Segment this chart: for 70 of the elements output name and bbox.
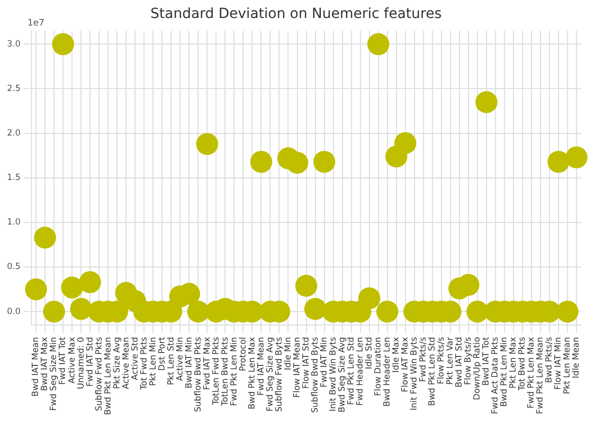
x-tick-label: Fwd Pkts/s xyxy=(418,336,429,382)
x-tick-label: Pkt Len Std xyxy=(166,336,176,386)
x-tick-label: Protocol xyxy=(238,336,248,372)
y-tick-label: 0.5 xyxy=(6,262,21,272)
x-tick-label: Bwd IAT Tot xyxy=(482,336,492,386)
x-tick-label: Fwd IAT Tot xyxy=(58,336,68,385)
x-tick-label: Flow Byts/s xyxy=(464,336,474,386)
x-tick-label: Bwd IAT Mean xyxy=(31,336,42,397)
x-tick-label: Pkt Len Min xyxy=(148,336,158,386)
x-tick-label: Idle Max xyxy=(392,336,402,373)
x-tick-label: Fwd Act Data Pkts xyxy=(490,336,501,414)
x-tick-label: Idle Min xyxy=(283,336,294,370)
x-tick-label: Active Std xyxy=(130,336,140,380)
x-tick-label: Subflow Bwd Pkts xyxy=(193,336,204,412)
x-tick-label: Pkt Size Avg xyxy=(112,336,122,389)
x-tick-label: Fwd IAT Max xyxy=(202,336,212,390)
x-tick-label: Fwd IAT Mean xyxy=(256,336,266,396)
x-tick-label: Flow IAT Mean xyxy=(292,336,302,398)
x-tick-label: Active Max xyxy=(67,336,78,384)
x-tick-label: TotLen Fwd Pkts xyxy=(211,336,222,406)
chart-title: Standard Deviation on Nuemeric features xyxy=(150,6,442,22)
x-tick-label: Idle Mean xyxy=(572,336,582,378)
x-tick-label: Pkt Len Var xyxy=(446,336,456,385)
x-tick-label: Subflow Fwd Pkts xyxy=(94,336,104,412)
y-tick-label: 3.0 xyxy=(6,39,21,50)
x-tick-label: Fwd IAT Std xyxy=(85,336,96,387)
x-tick-label: Flow IAT Max xyxy=(400,336,411,392)
x-tick-label: Bwd Pkt Len Max xyxy=(247,336,258,410)
x-tick-label: Fwd Pkt Len Min xyxy=(229,336,240,406)
y-tick-label: 0.0 xyxy=(6,306,21,317)
x-tick-label: Bwd Seg Size Avg xyxy=(337,336,348,412)
x-tick-label: Idle Std xyxy=(364,336,375,370)
x-tick-label: Pkt Len Max xyxy=(508,336,519,389)
x-tick-label: TotLen Bwd Pkts xyxy=(220,336,230,407)
x-tick-label: Bwd Pkt Len Std xyxy=(428,336,438,406)
x-tick-label: Active Mean xyxy=(121,336,132,390)
x-tick-label: Active Min xyxy=(175,336,186,382)
x-tick-label: Bwd Pkt Len Mean xyxy=(103,336,114,416)
x-tick-label: Init Bwd Win Byts xyxy=(328,336,338,412)
x-tick-label: Fwd Pkt Len Mean xyxy=(536,336,546,414)
text: 1e7 xyxy=(28,18,45,29)
x-tick-label: Bwd IAT Min xyxy=(184,336,194,389)
y-tick-label: 1.5 xyxy=(6,173,21,184)
x-tick-label: Flow Duration xyxy=(374,336,384,396)
x-tick-label: Unnamed: 0 xyxy=(76,336,86,390)
x-tick-label: Dst Port xyxy=(157,336,168,371)
x-tick-label: Bwd IAT Max xyxy=(40,336,50,391)
x-tick-label: Init Fwd Win Byts xyxy=(410,336,420,411)
x-tick-label: Fwd Pkt Len Max xyxy=(526,336,537,408)
x-tick-label: Down/Up Ratio xyxy=(472,336,483,400)
y-tick-label: 2.0 xyxy=(6,128,21,139)
x-tick-label: Fwd Seg Size Min xyxy=(49,336,60,411)
x-tick-label: Tot Bwd Pkts xyxy=(518,336,528,392)
y-tick-label: 2.5 xyxy=(6,84,21,94)
x-tick-label: Tot Fwd Pkts xyxy=(139,336,150,391)
x-tick-label: Fwd Header Len xyxy=(356,336,366,406)
x-tick-label: Flow IAT Min xyxy=(554,336,564,390)
x-tick-label: Pkt Len Mean xyxy=(562,336,573,394)
y-tick-label: 1.0 xyxy=(6,218,21,228)
x-tick-label: Bwd Pkts/s xyxy=(544,336,555,383)
x-tick-label: Bwd IAT Std xyxy=(454,336,465,388)
x-tick-label: Fwd Pkt Len Std xyxy=(346,336,356,406)
x-tick-label: Subflow Fwd Byts xyxy=(274,336,284,412)
x-tick-label: Subflow Bwd Byts xyxy=(310,336,320,413)
x-tick-label: Flow Pkts/s xyxy=(436,336,447,384)
x-tick-label: Bwd Header Len xyxy=(382,336,393,407)
x-tick-label: Flow IAT Std xyxy=(301,336,312,389)
x-tick-label: Fwd Seg Size Avg xyxy=(265,336,276,412)
x-tick-label: Bwd Pkt Len Min xyxy=(500,336,510,407)
x-tick-label: Fwd IAT Min xyxy=(319,336,330,388)
